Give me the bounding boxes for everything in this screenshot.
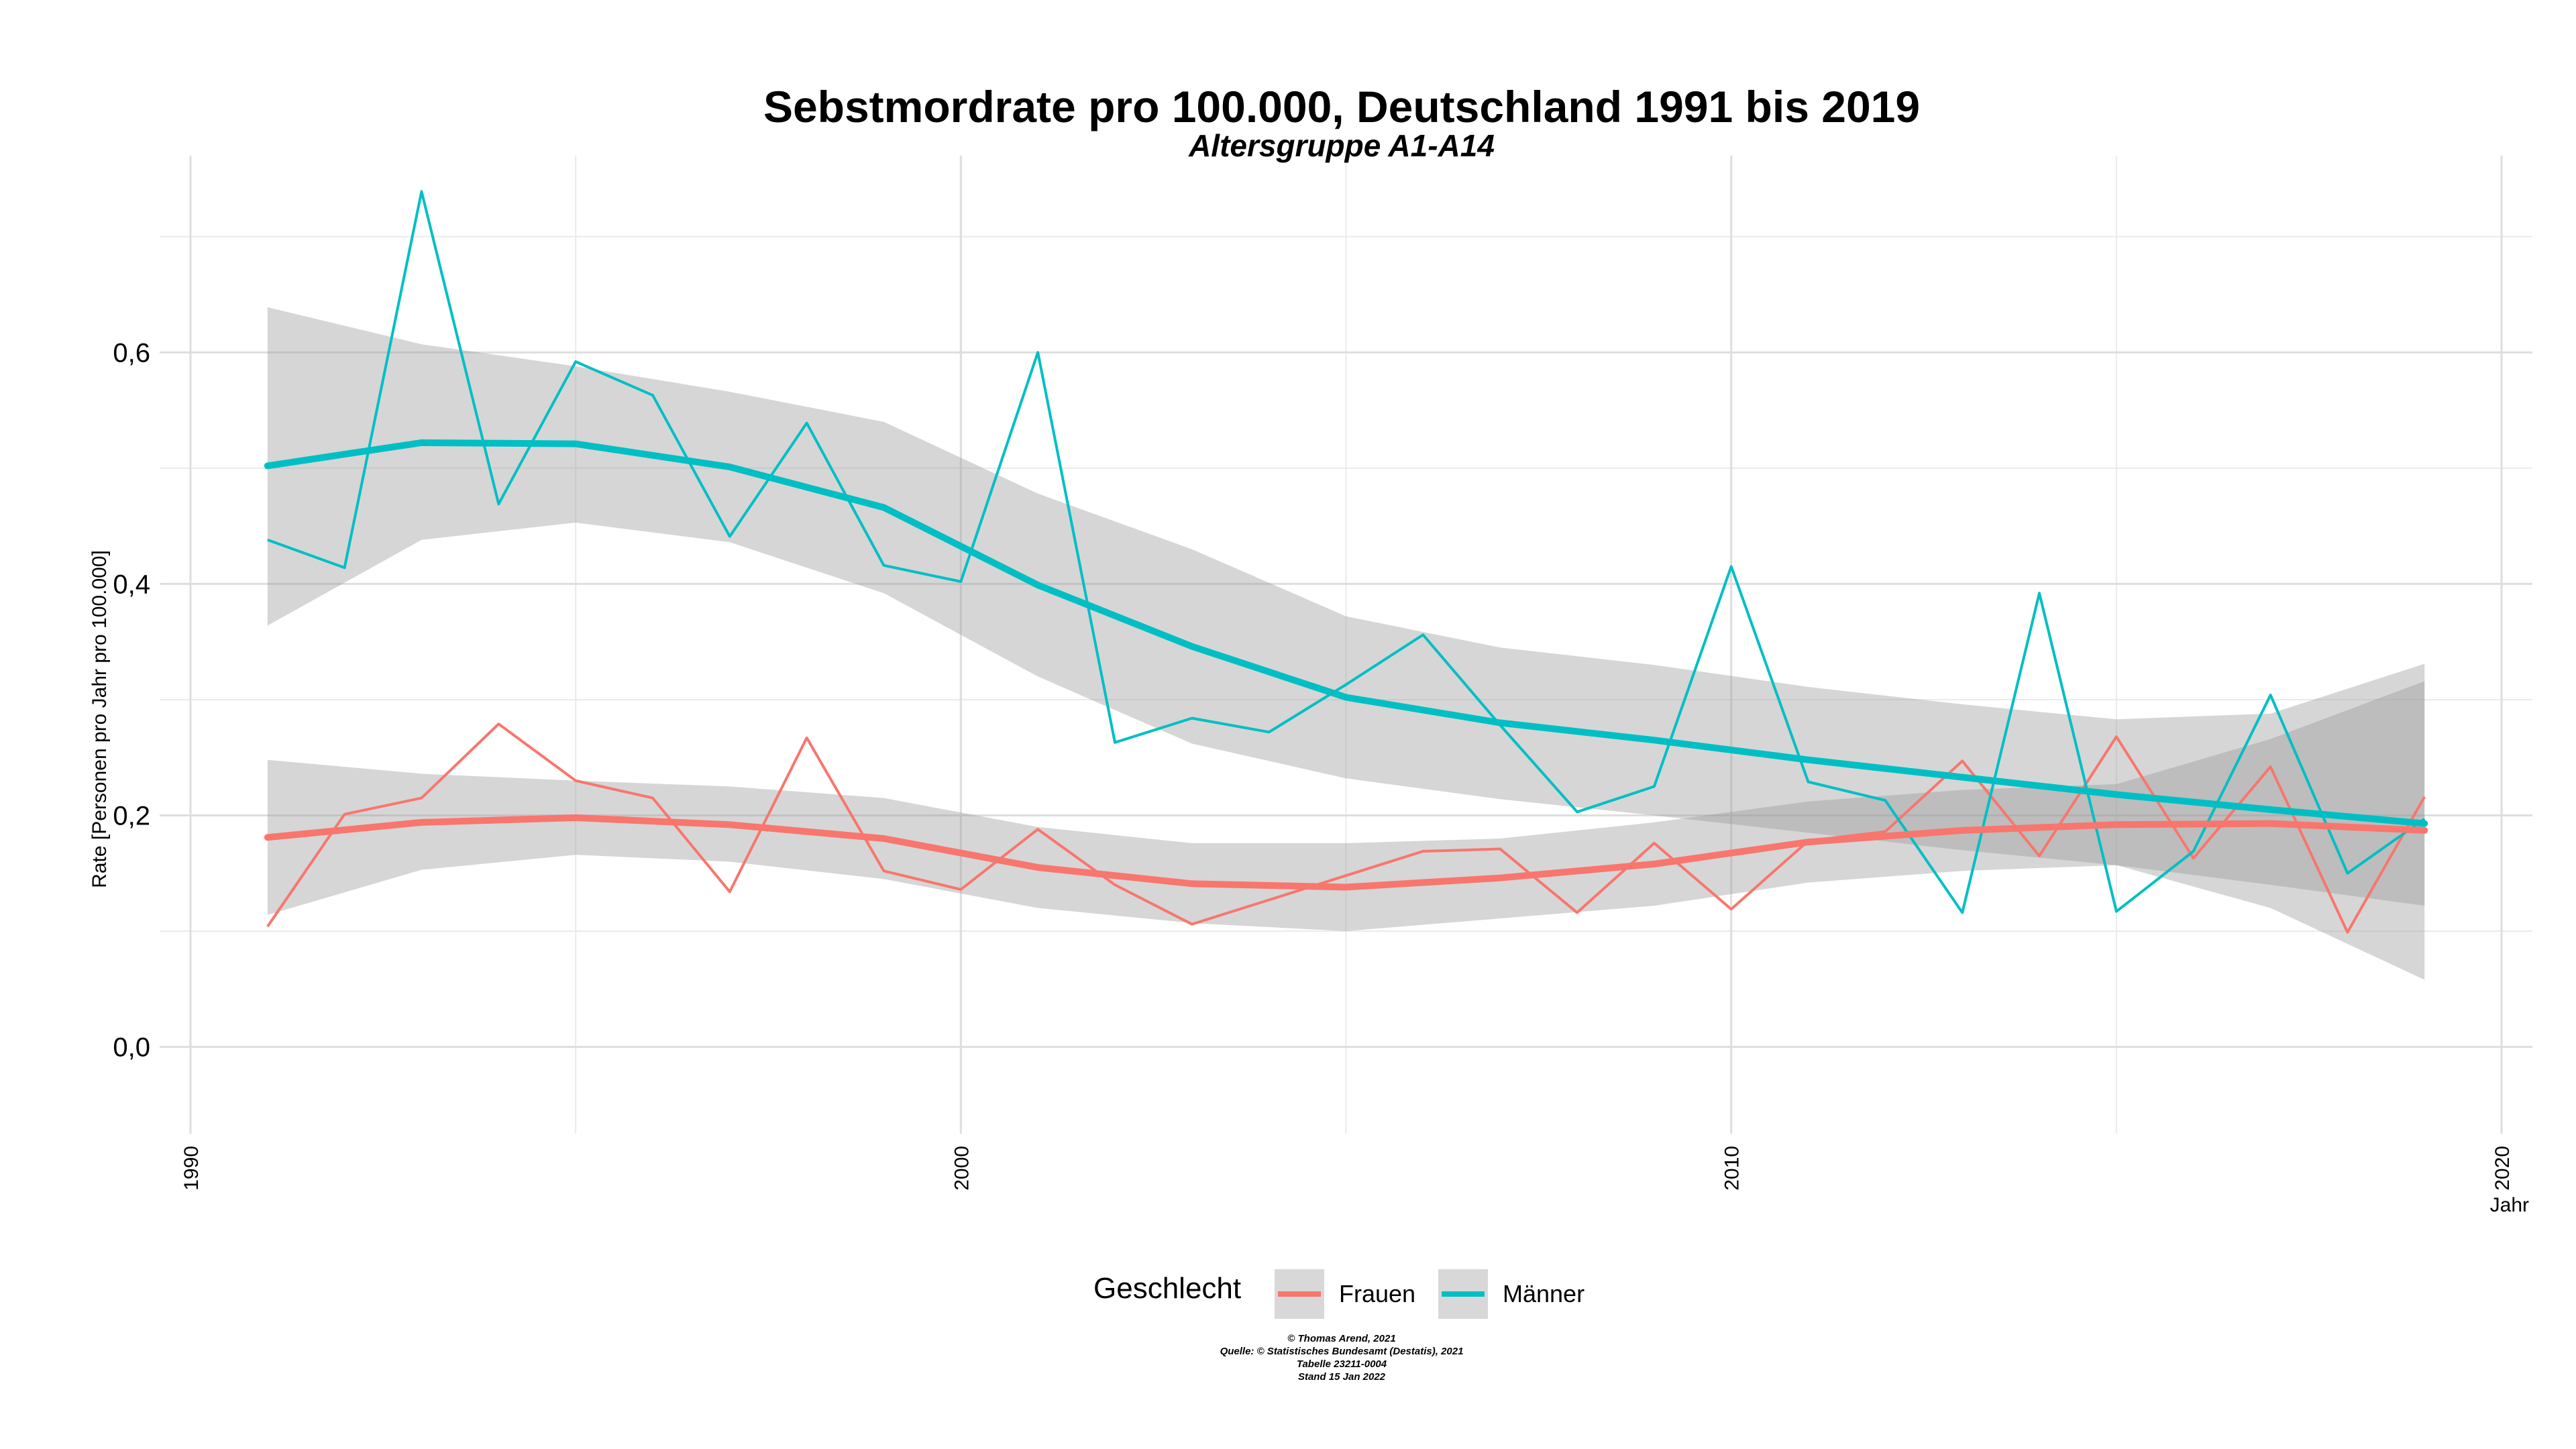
y-tick-label: 0,2	[113, 802, 150, 831]
axes: 0,0 0,2 0,4 0,6 1990 2000 2010 2020	[113, 338, 2514, 1190]
series-lines	[264, 190, 2428, 934]
y-axis-label: Rate [Personen pro Jahr pro 100.000]	[89, 550, 111, 888]
caption-line-1: © Thomas Arend, 2021	[1287, 1333, 1395, 1344]
x-axis-label: Jahr	[2490, 1194, 2529, 1216]
legend-key-frauen	[1275, 1269, 1324, 1319]
series-line-männer	[267, 190, 2426, 914]
y-tick-label: 0,4	[113, 570, 150, 599]
legend-label-frauen: Frauen	[1339, 1280, 1415, 1307]
x-tick-label: 2010	[1721, 1146, 1743, 1191]
chart-title: Sebstmordrate pro 100.000, Deutschland 1…	[763, 82, 1920, 131]
legend-label-maenner: Männer	[1503, 1280, 1585, 1307]
y-tick-label: 0,0	[113, 1033, 150, 1063]
caption-line-2: Quelle: © Statistisches Bundesamt (Desta…	[1220, 1346, 1464, 1357]
series-line-frauen	[266, 722, 2426, 934]
x-tick-label: 1990	[180, 1146, 203, 1191]
trend-line-männer	[264, 439, 2428, 827]
caption-line-3: Tabelle 23211-0004	[1297, 1358, 1387, 1370]
caption: © Thomas Arend, 2021 Quelle: © Statistis…	[1220, 1333, 1464, 1383]
legend-title: Geschlecht	[1093, 1272, 1241, 1305]
y-tick-label: 0,6	[113, 338, 150, 368]
legend-key-maenner	[1438, 1269, 1488, 1319]
confidence-band-männer	[267, 307, 2425, 906]
legend: Geschlecht Frauen Männer	[1093, 1269, 1585, 1319]
chart-subtitle: Altersgruppe A1-A14	[1188, 128, 1495, 163]
trend-line-frauen	[264, 814, 2428, 891]
x-tick-label: 2000	[951, 1146, 973, 1191]
caption-line-4: Stand 15 Jan 2022	[1298, 1371, 1386, 1383]
x-tick-label: 2020	[2491, 1146, 2514, 1191]
